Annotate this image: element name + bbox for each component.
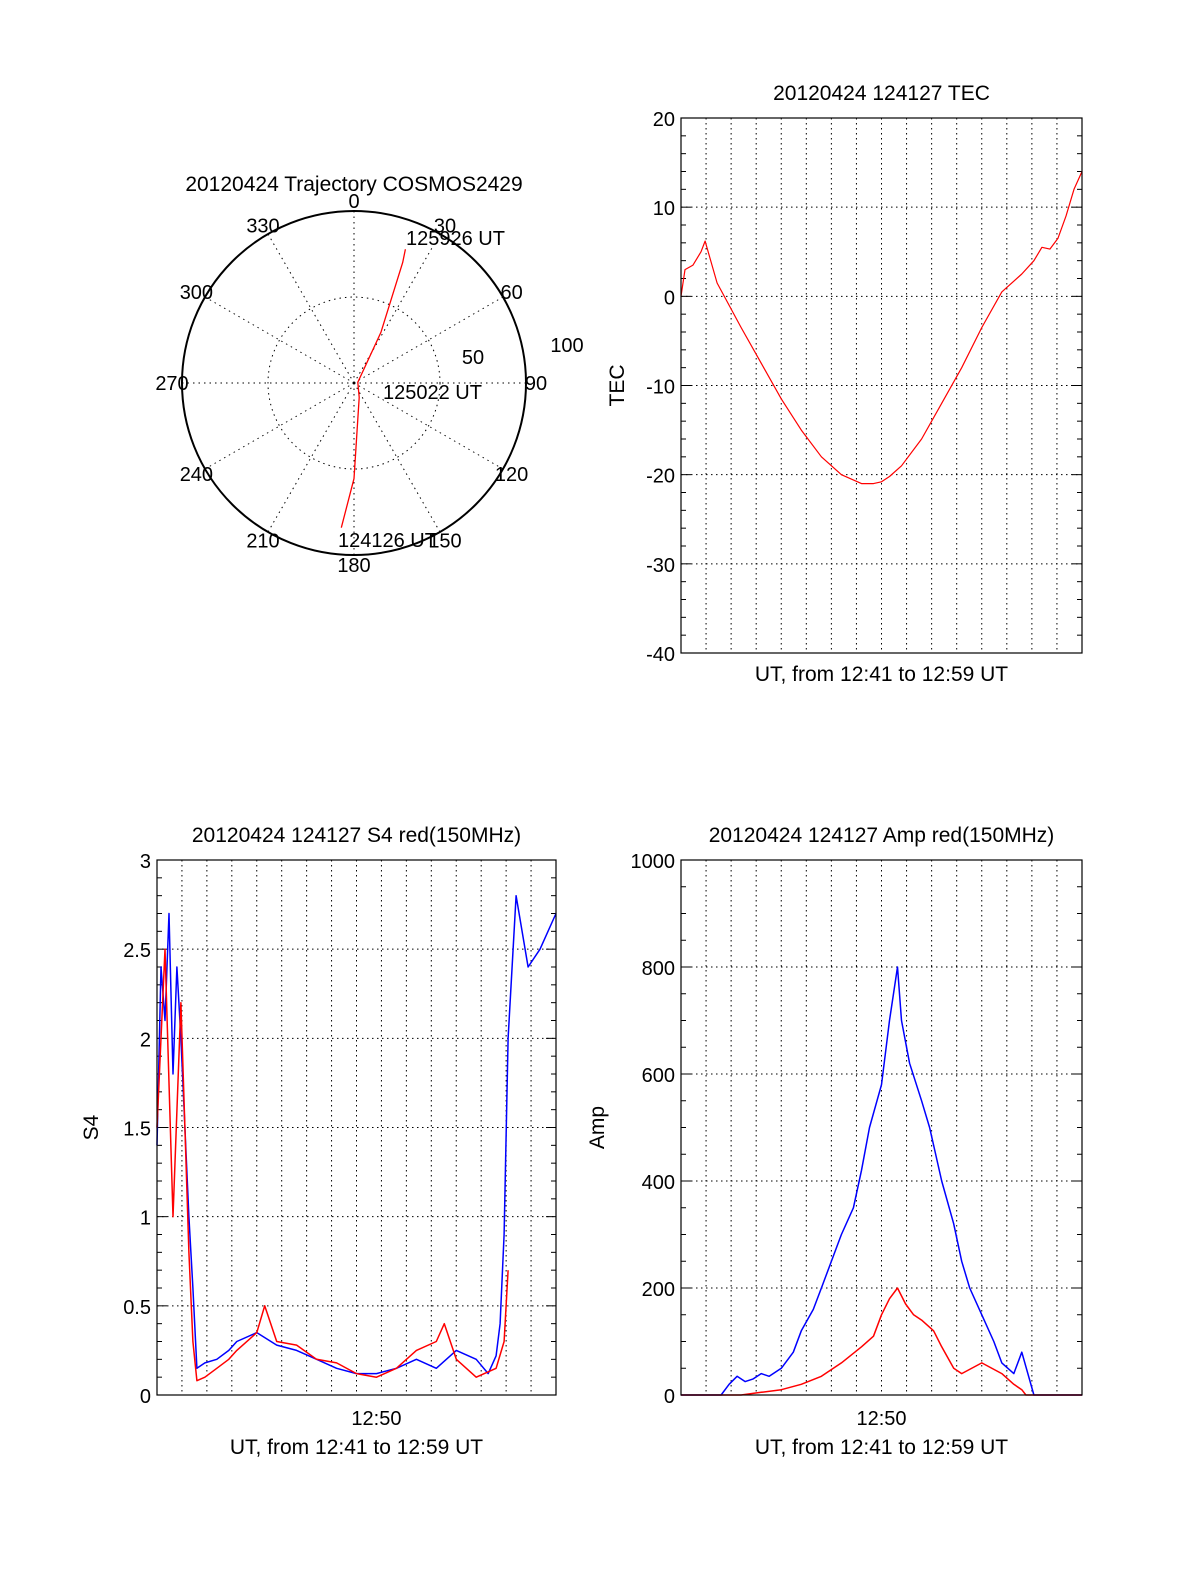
polar-spoke [204, 296, 355, 384]
polar-spoke [353, 382, 441, 533]
series-line-0 [681, 966, 1082, 1396]
series-line-0 [680, 171, 1083, 485]
polar-angle-label: 210 [246, 531, 279, 553]
y-tick-label: 600 [642, 1065, 675, 1087]
y-axis-label: Amp [586, 1106, 609, 1149]
tec-panel: 20120424 124127 TEC 20 10 0 -10 -20 -30 -40 UT, … [606, 82, 1083, 686]
polar-spoke [204, 382, 355, 470]
polar-angle-label: 0 [348, 191, 359, 213]
y-tick-label: 2 [140, 1029, 151, 1051]
y-tick-label: 200 [642, 1279, 675, 1301]
chart-title: 20120424 Trajectory COSMOS2429 [185, 173, 522, 196]
amp-panel: 20120424 124127 Amp red(150MHz) 1000 800 60… [586, 824, 1083, 1459]
y-tick-label: 400 [642, 1172, 675, 1194]
polar-angle-label: 60 [500, 282, 522, 304]
x-axis-label: UT, from 12:41 to 12:59 UT [755, 663, 1008, 686]
polar-angle-label: 240 [180, 464, 213, 486]
polar-angle-label: 180 [337, 555, 370, 577]
x-axis-label: UT, from 12:41 to 12:59 UT [230, 1436, 483, 1459]
trajectory-annotation: 124126 UT [338, 530, 437, 552]
x-axis-label: UT, from 12:41 to 12:59 UT [755, 1436, 1008, 1459]
polar-inner-ring [267, 296, 441, 470]
y-tick-label: 800 [642, 958, 675, 980]
y-tick-label: -20 [646, 466, 675, 488]
y-tick-label: 0.5 [123, 1297, 151, 1319]
polar-spoke [267, 233, 355, 384]
series-line-1 [681, 1287, 1082, 1396]
polar-angle-label: 120 [495, 464, 528, 486]
polar-spoke [267, 382, 355, 533]
chart-title: 20120424 124127 TEC [773, 82, 990, 105]
y-tick-label: 20 [653, 109, 675, 131]
plot-frame [680, 117, 1083, 654]
trajectory-line [340, 249, 407, 528]
y-tick-label: -40 [646, 644, 675, 666]
y-tick-label: 3 [140, 851, 151, 873]
series-line-1 [156, 948, 509, 1382]
y-tick-label: 1.5 [123, 1119, 151, 1141]
polar-spoke [353, 233, 441, 384]
s4-panel: 20120424 124127 S4 red(150MHz) 3 2.5 2 1.5 1 0… [80, 824, 557, 1459]
polar-radial-label: 100 [550, 335, 583, 357]
y-tick-label: 1 [140, 1208, 151, 1230]
plot-frame [156, 859, 557, 1396]
polar-angle-label: 30 [434, 215, 456, 237]
y-tick-label: 1000 [631, 851, 676, 873]
x-tick-label: 12:50 [856, 1408, 906, 1430]
trajectory-annotation: 125926 UT [406, 228, 505, 250]
x-tick-label: 12:50 [351, 1408, 401, 1430]
y-tick-label: 2.5 [123, 940, 151, 962]
polar-angle-label: 330 [246, 215, 279, 237]
y-axis-label: S4 [80, 1114, 103, 1140]
polar-angle-label: 270 [155, 373, 188, 395]
plot-frame [680, 859, 1083, 1396]
y-tick-label: 0 [140, 1386, 151, 1408]
polar-angle-label: 150 [428, 531, 461, 553]
y-tick-label: 0 [664, 1386, 675, 1408]
polar-spoke [353, 382, 504, 470]
series-line-0 [156, 894, 557, 1375]
y-tick-label: 10 [653, 198, 675, 220]
polar-angle-label: 90 [525, 373, 547, 395]
trajectory-annotation: 125022 UT [383, 382, 482, 404]
chart-title: 20120424 124127 S4 red(150MHz) [192, 824, 521, 847]
y-tick-label: -30 [646, 555, 675, 577]
polar-spoke [353, 296, 504, 384]
polar-angle-label: 300 [180, 282, 213, 304]
chart-title: 20120424 124127 Amp red(150MHz) [709, 824, 1055, 847]
polar-radial-label: 50 [462, 347, 484, 369]
y-axis-label: TEC [606, 365, 629, 407]
y-tick-label: 0 [664, 287, 675, 309]
y-tick-label: -10 [646, 377, 675, 399]
